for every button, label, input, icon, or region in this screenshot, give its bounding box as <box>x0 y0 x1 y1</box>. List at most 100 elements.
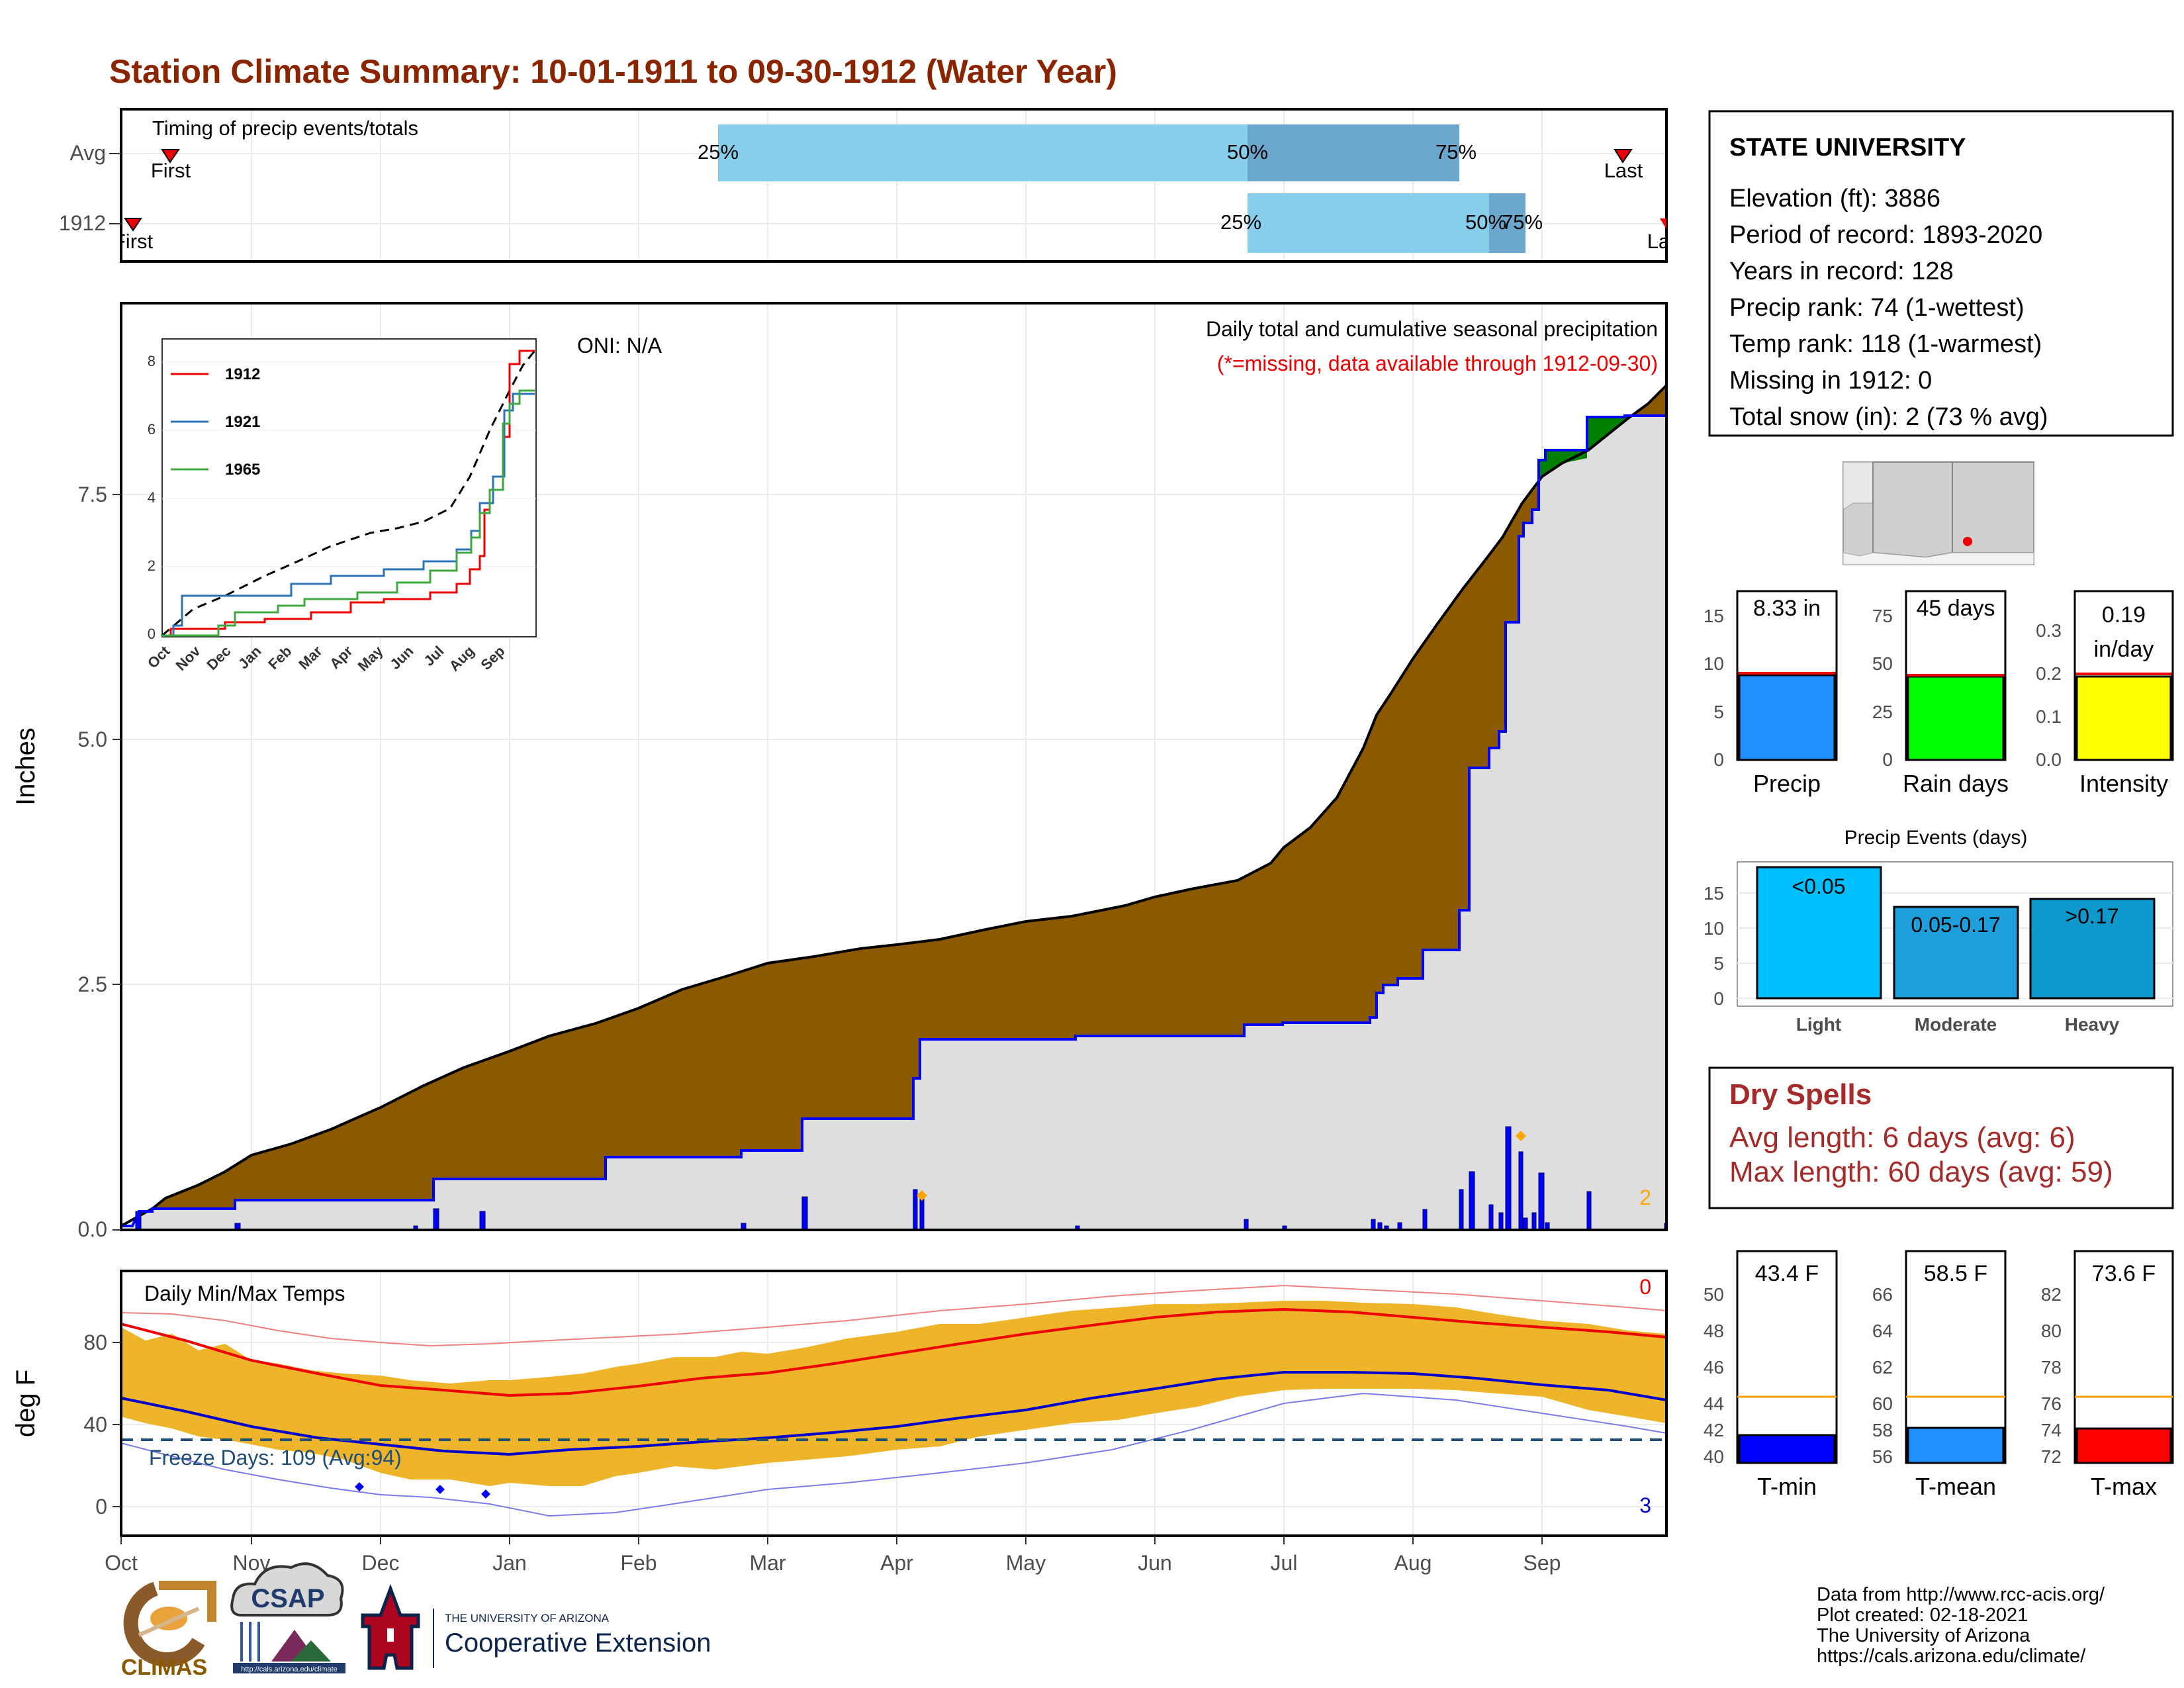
precip-ytick-3: 7.5 <box>78 483 107 506</box>
month-jul: Jul <box>1271 1551 1298 1575</box>
events-label-moderate: Moderate <box>1915 1014 1997 1035</box>
y1912-q50: 50% <box>1465 211 1506 234</box>
locator-map <box>1843 461 2034 565</box>
station-name: STATE UNIVERSITY <box>1729 134 1966 162</box>
inset-1965-line <box>162 389 535 637</box>
y1912-q25: 25% <box>1220 211 1261 234</box>
timing-label: Timing of precip events/totals <box>152 117 418 140</box>
tmax-value: 73.6 F <box>2092 1261 2156 1286</box>
precip-total-value: 8.33 in <box>1753 596 1821 621</box>
tmin-value: 43.4 F <box>1755 1261 1819 1286</box>
intensity-ytick-2: 0.2 <box>2036 663 2062 684</box>
record-high-count: 0 <box>1639 1275 1651 1299</box>
tmax-ytick-0: 72 <box>2041 1446 2062 1467</box>
month-jun: Jun <box>1138 1551 1172 1575</box>
temp-ytick-40: 40 <box>83 1413 107 1436</box>
footer-line-university: The University of Arizona <box>1817 1625 2030 1646</box>
events-text-moderate: 0.05-0.17 <box>1911 913 2000 937</box>
station-location-dot <box>1963 537 1972 546</box>
avg-cumulative-line <box>120 384 1668 1227</box>
daily-precip-bars <box>135 1126 1667 1231</box>
ua-cooperative-extension: Cooperative Extension <box>445 1628 711 1658</box>
record-low-markers <box>355 1482 490 1499</box>
station-line-snow: Total snow (in): 2 (73 % avg) <box>1729 403 2048 431</box>
tmax-bar <box>2075 1427 2172 1464</box>
tmax-ytick-4: 80 <box>2041 1321 2062 1341</box>
snow-markers <box>917 1131 1526 1201</box>
precip-bar-ytick-3: 15 <box>1704 606 1724 626</box>
inset-legend-1965: 1965 <box>225 461 260 479</box>
month-dec: Dec <box>362 1551 400 1575</box>
precip-ytick-0: 0.0 <box>78 1217 107 1241</box>
dry-spells-box: Dry Spells Avg length: 6 days (avg: 6) M… <box>1708 1066 2174 1209</box>
dry-spells-max: Max length: 60 days (avg: 59) <box>1729 1156 2113 1188</box>
precip-total-label: Precip <box>1753 770 1821 797</box>
tmin-ytick-1: 42 <box>1704 1420 1724 1440</box>
rain-days-ytick-2: 50 <box>1872 653 1893 674</box>
events-bar-heavy <box>2029 898 2156 1000</box>
temp-ylabel: deg F <box>11 1370 40 1437</box>
temp-panel-title: Daily Min/Max Temps <box>144 1282 345 1305</box>
tmax-ytick-5: 82 <box>2041 1284 2062 1305</box>
avg-q50: 50% <box>1227 140 1268 164</box>
timing-row-avg: Avg <box>69 141 106 165</box>
precip-ytick-2: 5.0 <box>78 727 107 751</box>
inset-legend: 1912 1921 1965 <box>171 365 260 479</box>
tmax-label: T-max <box>2091 1473 2157 1500</box>
month-oct: Oct <box>105 1551 138 1575</box>
inset-avg-line <box>161 350 536 637</box>
month-aug: Aug <box>1394 1551 1432 1575</box>
avg-iqr-low-bar <box>718 124 1248 181</box>
events-title: Precip Events (days) <box>1844 827 2028 849</box>
station-line-period: Period of record: 1893-2020 <box>1729 221 2042 249</box>
intensity-value: 0.19 <box>2102 602 2146 628</box>
observed-cumulative-area <box>121 416 1666 1230</box>
tmean-ytick-2: 60 <box>1872 1393 1893 1414</box>
inset-chart: 8 6 4 2 0 Oct Nov Dec Jan Feb Mar Apr Ma… <box>144 338 537 675</box>
events-label-light: Light <box>1796 1014 1841 1035</box>
tmean-label: T-mean <box>1915 1473 1996 1500</box>
oni-label: ONI: N/A <box>577 334 662 357</box>
month-feb: Feb <box>620 1551 657 1575</box>
rain-days-value: 45 days <box>1916 596 1995 621</box>
month-may: May <box>1006 1551 1046 1575</box>
events-ytick-0: 0 <box>1713 988 1724 1009</box>
ua-logo: THE UNIVERSITY OF ARIZONA Cooperative Ex… <box>361 1583 711 1670</box>
freeze-days-label: Freeze Days: 109 (Avg:94) <box>149 1446 402 1470</box>
dry-spells-avg: Avg length: 6 days (avg: 6) <box>1729 1121 2075 1154</box>
inset-ytick-2: 4 <box>148 489 156 506</box>
inset-ytick-1: 2 <box>148 557 156 574</box>
inset-legend-1912: 1912 <box>225 365 260 383</box>
tmean-ytick-0: 56 <box>1872 1446 1893 1467</box>
record-min-line <box>120 1392 1667 1517</box>
timing-row-1912: 1912 <box>59 211 106 235</box>
station-line-elevation: Elevation (ft): 3886 <box>1729 185 1940 212</box>
climas-wordmark: CLIMAS <box>121 1655 207 1680</box>
intensity-bar <box>2075 675 2172 761</box>
avg-q25: 25% <box>698 140 739 164</box>
observed-cumulative-line <box>121 414 1666 1227</box>
temp-ytick-80: 80 <box>83 1331 107 1354</box>
events-text-heavy: >0.17 <box>2066 904 2119 928</box>
tmax-ytick-3: 78 <box>2041 1357 2062 1378</box>
intensity-label: Intensity <box>2079 770 2168 797</box>
tmin-ytick-0: 40 <box>1704 1446 1724 1467</box>
events-bar-moderate <box>1893 906 2019 1000</box>
precip-panel-title: Daily total and cumulative seasonal prec… <box>1206 317 1658 341</box>
tmin-bar <box>1738 1434 1836 1464</box>
tmean-ytick-4: 64 <box>1872 1321 1893 1341</box>
station-line-precip-rank: Precip rank: 74 (1-wettest) <box>1729 294 2025 322</box>
avg-last-label: Last <box>1604 159 1643 182</box>
month-jan: Jan <box>492 1551 527 1575</box>
temp-panel: Daily Min/Max Temps Freeze Days: 109 (Av… <box>11 1270 1668 1575</box>
tmean-ytick-5: 66 <box>1872 1284 1893 1305</box>
footer-credits: Data from http://www.rcc-acis.org/ Plot … <box>1817 1584 2105 1667</box>
precip-ylabel: Inches <box>11 727 40 806</box>
tmean-ytick-1: 58 <box>1872 1420 1893 1440</box>
tmean-ytick-3: 62 <box>1872 1357 1893 1378</box>
tmin-ytick-5: 50 <box>1704 1284 1724 1305</box>
page-title: Station Climate Summary: 10-01-1911 to 0… <box>109 53 1117 90</box>
inset-ytick-4: 8 <box>148 353 156 369</box>
events-ytick-3: 15 <box>1704 883 1724 904</box>
